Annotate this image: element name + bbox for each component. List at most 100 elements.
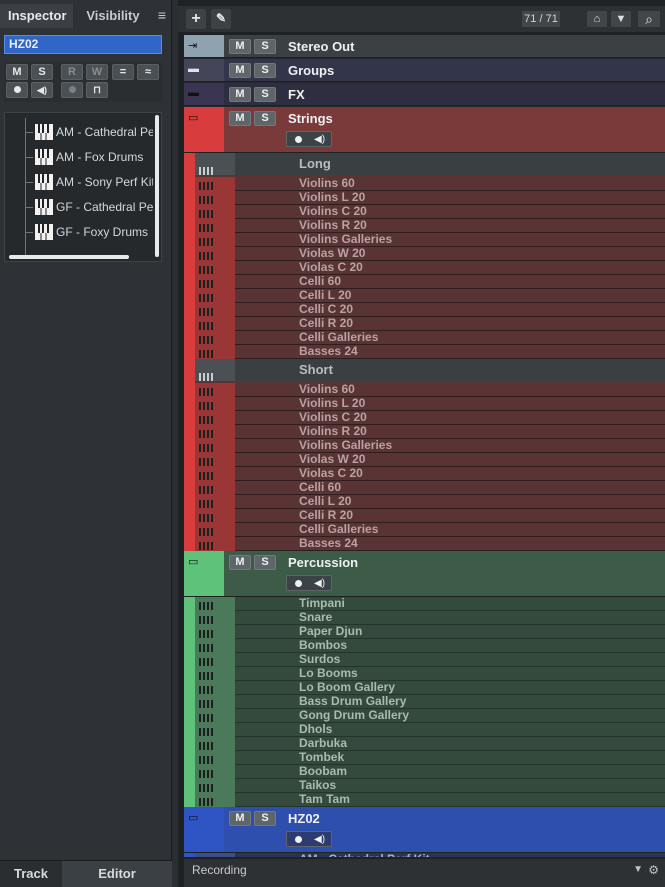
list-item[interactable]: AM - Fox Drums: [5, 146, 153, 168]
track-groups[interactable]: ▬ M S Groups: [184, 59, 665, 82]
track-row[interactable]: Lo Boom Gallery: [195, 681, 665, 695]
vertical-scrollbar[interactable]: [155, 115, 159, 257]
track-row[interactable]: Violins R 20: [195, 219, 665, 233]
track-strings[interactable]: ▭ M S Strings ◀): [184, 107, 665, 153]
track-row-label: Lo Boom Gallery: [299, 681, 396, 694]
search-button[interactable]: ⌕: [638, 11, 660, 27]
track-row[interactable]: Timpani: [195, 597, 665, 611]
track-row[interactable]: Dhols: [195, 723, 665, 737]
write-automation-button[interactable]: W: [86, 64, 108, 80]
record-monitor-controls[interactable]: ◀): [286, 831, 332, 847]
selected-track-name[interactable]: HZ02: [4, 35, 162, 54]
track-row[interactable]: Violins R 20: [195, 425, 665, 439]
track-row[interactable]: Basses 24: [195, 345, 665, 359]
track-row[interactable]: Basses 24: [195, 537, 665, 551]
track-row[interactable]: Violas C 20: [195, 467, 665, 481]
track-row[interactable]: Violins L 20: [195, 397, 665, 411]
track-row[interactable]: Celli R 20: [195, 509, 665, 523]
solo-button[interactable]: S: [254, 63, 276, 78]
tab-track[interactable]: Track: [14, 866, 48, 881]
track-row[interactable]: Taikos: [195, 779, 665, 793]
track-row[interactable]: Darbuka: [195, 737, 665, 751]
track-row[interactable]: Violins C 20: [195, 205, 665, 219]
track-row[interactable]: AM - Cathedral Perf Kit: [195, 853, 665, 857]
record-monitor-controls[interactable]: ◀): [286, 575, 332, 591]
equalizer-button[interactable]: =: [112, 64, 134, 80]
track-row[interactable]: Celli 60: [195, 481, 665, 495]
track-row[interactable]: Bombos: [195, 639, 665, 653]
lanes-button[interactable]: ≈: [137, 64, 159, 80]
track-row[interactable]: Lo Booms: [195, 667, 665, 681]
mute-button[interactable]: M: [6, 64, 28, 80]
gear-icon[interactable]: ⚙: [648, 863, 659, 877]
track-row[interactable]: Violas W 20: [195, 247, 665, 261]
solo-button[interactable]: S: [254, 811, 276, 826]
track-stereo-out[interactable]: ⇥ M S Stereo Out: [184, 35, 665, 58]
track-row[interactable]: Violins 60: [195, 177, 665, 191]
row-divider: [235, 204, 665, 205]
list-item[interactable]: AM - Sony Perf Kit: [5, 171, 153, 193]
track-row[interactable]: Celli Galleries: [195, 523, 665, 537]
timebase-button[interactable]: [61, 82, 83, 98]
mute-button[interactable]: M: [229, 39, 251, 54]
solo-button[interactable]: S: [254, 111, 276, 126]
row-color: [195, 523, 235, 537]
track-group-header[interactable]: Short: [195, 359, 665, 381]
track-row[interactable]: Violins L 20: [195, 191, 665, 205]
add-track-button[interactable]: +: [186, 9, 206, 29]
track-row[interactable]: Violins C 20: [195, 411, 665, 425]
track-row[interactable]: Celli C 20: [195, 303, 665, 317]
track-row[interactable]: Surdos: [195, 653, 665, 667]
visibility-agent-button[interactable]: ⌂: [587, 11, 607, 27]
track-row[interactable]: Celli L 20: [195, 495, 665, 509]
solo-button[interactable]: S: [31, 64, 53, 80]
monitor-button[interactable]: ◀): [31, 82, 53, 98]
list-item[interactable]: GF - Cathedral Perf: [5, 196, 153, 218]
track-row[interactable]: Tombek: [195, 751, 665, 765]
mute-button[interactable]: M: [229, 87, 251, 102]
mute-button[interactable]: M: [229, 811, 251, 826]
tab-visibility[interactable]: Visibility: [86, 8, 140, 23]
chevron-down-icon[interactable]: ▼: [633, 864, 643, 875]
track-color: ▭: [184, 551, 224, 596]
track-row[interactable]: Violas W 20: [195, 453, 665, 467]
track-row[interactable]: Violins Galleries: [195, 439, 665, 453]
track-percussion[interactable]: ▭ M S Percussion ◀): [184, 551, 665, 597]
read-automation-button[interactable]: R: [61, 64, 83, 80]
mute-button[interactable]: M: [229, 111, 251, 126]
track-row[interactable]: Celli R 20: [195, 317, 665, 331]
menu-icon[interactable]: ≡: [157, 7, 167, 23]
track-hz02[interactable]: ▭ M S HZ02 ◀): [184, 807, 665, 853]
track-row[interactable]: Boobam: [195, 765, 665, 779]
solo-button[interactable]: S: [254, 87, 276, 102]
row-divider: [235, 246, 665, 247]
track-row[interactable]: Gong Drum Gallery: [195, 709, 665, 723]
track-row[interactable]: Celli 60: [195, 275, 665, 289]
track-row[interactable]: Celli Galleries: [195, 331, 665, 345]
list-item[interactable]: AM - Cathedral Perf: [5, 121, 153, 143]
track-row[interactable]: Tam Tam: [195, 793, 665, 807]
edit-button[interactable]: ✎: [211, 9, 231, 29]
track-group-header[interactable]: Long: [195, 153, 665, 175]
track-row[interactable]: Bass Drum Gallery: [195, 695, 665, 709]
list-item[interactable]: GF - Foxy Drums: [5, 221, 153, 243]
tab-inspector[interactable]: Inspector: [0, 4, 73, 28]
solo-button[interactable]: S: [254, 39, 276, 54]
record-enable-button[interactable]: [6, 82, 28, 98]
track-row[interactable]: Paper Djun: [195, 625, 665, 639]
horizontal-scrollbar[interactable]: [9, 255, 129, 259]
mute-button[interactable]: M: [229, 555, 251, 570]
filter-button[interactable]: ▼: [611, 11, 631, 27]
track-row[interactable]: Violas C 20: [195, 261, 665, 275]
lock-button[interactable]: ⊓: [86, 82, 108, 98]
mute-button[interactable]: M: [229, 63, 251, 78]
track-fx[interactable]: ▬ M S FX: [184, 83, 665, 106]
track-row[interactable]: Violins 60: [195, 383, 665, 397]
track-row[interactable]: Violins Galleries: [195, 233, 665, 247]
solo-button[interactable]: S: [254, 555, 276, 570]
track-row[interactable]: Celli L 20: [195, 289, 665, 303]
row-color: [195, 425, 235, 439]
record-monitor-controls[interactable]: ◀): [286, 131, 332, 147]
track-row[interactable]: Snare: [195, 611, 665, 625]
tab-editor[interactable]: Editor: [62, 861, 172, 887]
